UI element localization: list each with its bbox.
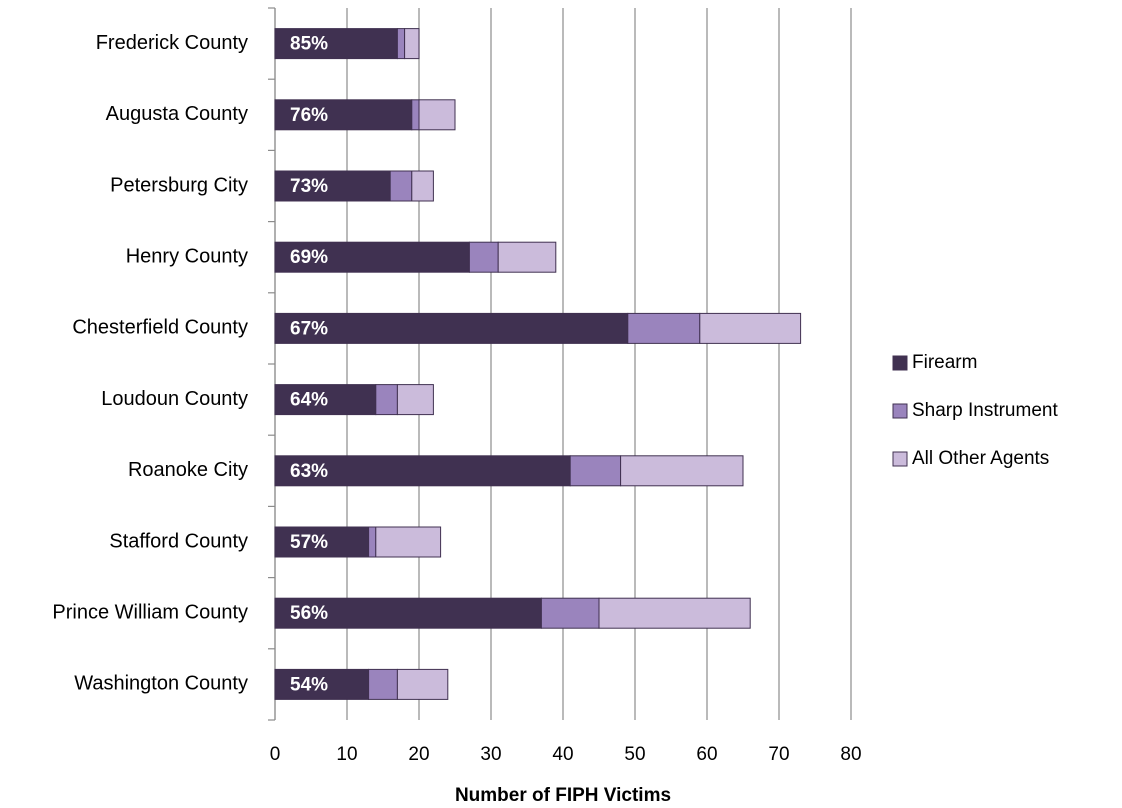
percent-label: 73% bbox=[290, 176, 328, 197]
x-tick-label: 60 bbox=[696, 744, 717, 765]
bar-segment bbox=[620, 455, 744, 487]
percent-label: 54% bbox=[290, 674, 328, 695]
bar-segment bbox=[274, 668, 370, 700]
percent-label: 85% bbox=[290, 34, 328, 55]
bar-segment bbox=[411, 170, 434, 202]
percent-label: 56% bbox=[290, 603, 328, 624]
category-label: Frederick County bbox=[96, 32, 248, 54]
category-label: Stafford County bbox=[109, 530, 248, 552]
x-tick-label: 40 bbox=[552, 744, 573, 765]
bar-segment bbox=[274, 384, 377, 416]
category-label: Washington County bbox=[74, 673, 248, 695]
category-label: Petersburg City bbox=[110, 174, 248, 196]
legend-swatch bbox=[892, 403, 908, 419]
bar-segment bbox=[274, 597, 542, 629]
category-label: Loudoun County bbox=[101, 388, 248, 410]
x-tick-label: 20 bbox=[408, 744, 429, 765]
bar-segment bbox=[389, 170, 413, 202]
bar-segment bbox=[396, 384, 434, 416]
bar-segment bbox=[368, 668, 398, 700]
bar-segment bbox=[598, 597, 751, 629]
percent-label: 63% bbox=[290, 461, 328, 482]
bar-segment bbox=[569, 455, 622, 487]
legend-label: Sharp Instrument bbox=[912, 400, 1058, 421]
category-label: Prince William County bbox=[52, 601, 248, 623]
x-tick-label: 50 bbox=[624, 744, 645, 765]
x-axis-title: Number of FIPH Victims bbox=[455, 785, 671, 806]
bar-segment bbox=[375, 526, 442, 558]
percent-label: 69% bbox=[290, 247, 328, 268]
bar-segment bbox=[418, 99, 456, 131]
bar-segment bbox=[274, 241, 470, 273]
category-label: Augusta County bbox=[106, 103, 248, 125]
x-tick-label: 30 bbox=[480, 744, 501, 765]
bar-segment bbox=[368, 526, 377, 558]
x-tick-label: 0 bbox=[270, 744, 281, 765]
bar-segment bbox=[396, 668, 449, 700]
percent-label: 64% bbox=[290, 390, 328, 411]
bar-segment bbox=[396, 28, 406, 60]
bar-segment bbox=[411, 99, 420, 131]
bar-segment bbox=[274, 312, 629, 344]
legend-swatch bbox=[892, 451, 908, 467]
bar-segment bbox=[274, 526, 370, 558]
x-tick-label: 80 bbox=[840, 744, 861, 765]
bar-segment bbox=[699, 312, 802, 344]
category-label: Chesterfield County bbox=[72, 317, 248, 339]
x-tick-label: 10 bbox=[336, 744, 357, 765]
legend-label: All Other Agents bbox=[912, 448, 1049, 469]
bar-segment bbox=[274, 170, 391, 202]
bar-segment bbox=[497, 241, 557, 273]
bar-segment bbox=[404, 28, 420, 60]
bar-segment bbox=[540, 597, 600, 629]
percent-label: 67% bbox=[290, 318, 328, 339]
percent-label: 76% bbox=[290, 105, 328, 126]
x-tick-label: 70 bbox=[768, 744, 789, 765]
bar-segment bbox=[627, 312, 701, 344]
category-label: Roanoke City bbox=[128, 459, 248, 481]
legend-swatch bbox=[892, 355, 908, 371]
legend-label: Firearm bbox=[912, 352, 977, 373]
bar-segment bbox=[375, 384, 398, 416]
category-label: Henry County bbox=[126, 245, 248, 267]
percent-label: 57% bbox=[290, 532, 328, 553]
bar-segment bbox=[468, 241, 499, 273]
